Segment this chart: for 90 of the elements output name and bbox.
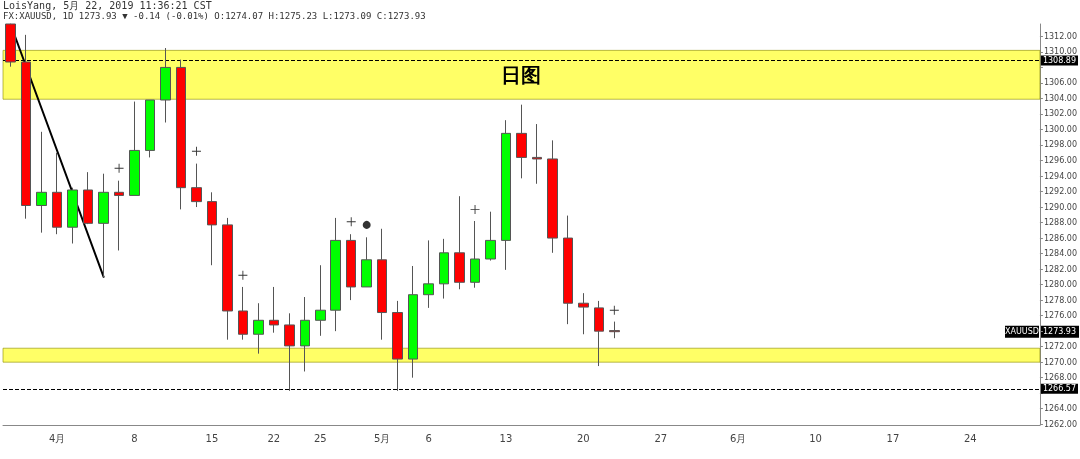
y-tick-label: 1312.00 — [1043, 31, 1078, 41]
y-tick-label: 1306.00 — [1043, 78, 1078, 88]
candlestick — [21, 34, 31, 220]
candlestick — [83, 171, 93, 225]
point — [114, 163, 124, 173]
x-tick-label: 8 — [131, 432, 138, 444]
x-tick-label: 24 — [963, 432, 977, 444]
candlestick — [160, 47, 171, 123]
y-tick-label: 1302.00 — [1043, 109, 1078, 119]
y-tick-label: 1300.00 — [1043, 124, 1078, 134]
x-tick-label: 6 — [425, 432, 432, 444]
y-tick-label: 1288.00 — [1043, 218, 1078, 228]
candlestick — [516, 104, 527, 179]
candlestick — [439, 238, 449, 300]
candlestick — [222, 217, 233, 341]
x-tick-label: 15 — [205, 432, 219, 444]
candlestick — [98, 173, 109, 279]
candlestick — [408, 265, 418, 379]
y-tick-label: 1276.00 — [1043, 311, 1078, 321]
candlestick — [145, 99, 155, 158]
point — [238, 270, 248, 280]
y-tick-label: 1280.00 — [1043, 280, 1078, 290]
point — [609, 305, 619, 315]
candlestick — [346, 233, 356, 301]
y-tick-label: 1298.00 — [1043, 140, 1078, 150]
x-tick-label: 17 — [886, 432, 900, 444]
x-tick-label: 4月 — [48, 432, 66, 444]
candlestick — [330, 217, 341, 332]
candlestick — [485, 211, 496, 262]
candlestick — [284, 312, 295, 392]
candlestick — [609, 321, 620, 339]
candlestick — [392, 300, 403, 392]
candlestick — [423, 239, 434, 309]
candlestick — [315, 264, 326, 337]
y-tick-label: 1292.00 — [1043, 187, 1078, 197]
candlestick — [563, 215, 573, 325]
y-tick-label: 1294.00 — [1043, 171, 1078, 181]
x-tick-label: 27 — [654, 432, 668, 444]
x-tick-label: 6月 — [729, 432, 747, 444]
point — [346, 217, 356, 227]
candlestick — [176, 59, 186, 210]
candlestick — [594, 300, 604, 367]
candlestick — [253, 302, 264, 355]
y-tick-label: 1278.00 — [1043, 295, 1078, 305]
point — [191, 146, 201, 156]
candlestick — [36, 131, 47, 234]
candlestick — [578, 292, 589, 335]
ref-line-label: 1308.89 — [1042, 56, 1077, 66]
y-tick-label: 1268.00 — [1043, 373, 1078, 383]
y-tick-label: 1304.00 — [1043, 93, 1078, 103]
candlestick — [501, 119, 511, 271]
candlestick — [129, 101, 140, 196]
y-tick-label: 1270.00 — [1043, 357, 1078, 367]
candlestick — [547, 139, 558, 254]
ref-line-label: 1266.57 — [1042, 384, 1077, 394]
x-tick-label: 22 — [267, 432, 281, 444]
y-tick-label: 1310.00 — [1043, 47, 1078, 57]
x-tick-label: 5月 — [373, 432, 391, 444]
point — [362, 220, 371, 229]
y-tick-label: 1284.00 — [1043, 249, 1078, 259]
chart-subtitle: FX:XAUUSD, 1D 1273.93 ▼ -0.14 (-0.01%) O:1274.07 H:1275.23 L:1273.09 C:1273.93 — [3, 10, 426, 21]
annotation: XAUUSD — [1005, 327, 1039, 337]
y-tick-label: 1282.00 — [1043, 264, 1078, 274]
y-tick-label: 1264.00 — [1043, 404, 1078, 414]
candlestick — [532, 123, 542, 185]
candlestick — [114, 180, 124, 251]
candlestick — [377, 228, 387, 341]
candlestick — [238, 286, 248, 341]
chart-title: LoisYang, 5月 22, 2019 11:36:21 CST — [3, 0, 212, 11]
candlestick — [361, 236, 372, 288]
x-tick-label: 13 — [499, 432, 513, 444]
candlestick — [67, 187, 78, 244]
candlestick — [454, 195, 465, 290]
y-tick-label: 1296.00 — [1043, 156, 1078, 166]
y-tick-label: 1272.00 — [1043, 342, 1078, 352]
candlestick — [269, 286, 279, 334]
band-label: 日图 — [501, 62, 542, 87]
candlestick — [470, 220, 480, 289]
text: 1273.93 — [1042, 327, 1077, 337]
y-tick-label: 1290.00 — [1043, 202, 1078, 212]
y-tick-label: 1262.00 — [1043, 419, 1078, 429]
x-tick-label: 25 — [313, 432, 327, 444]
candlestick — [52, 152, 62, 235]
candlestick — [191, 163, 202, 208]
x-tick-label: 20 — [577, 432, 590, 444]
x-tick-label: 10 — [809, 432, 822, 444]
candlestick — [207, 191, 217, 266]
y-tick-label: 1286.00 — [1043, 233, 1078, 243]
candlestick — [300, 296, 310, 372]
candlestick — [5, 23, 16, 68]
